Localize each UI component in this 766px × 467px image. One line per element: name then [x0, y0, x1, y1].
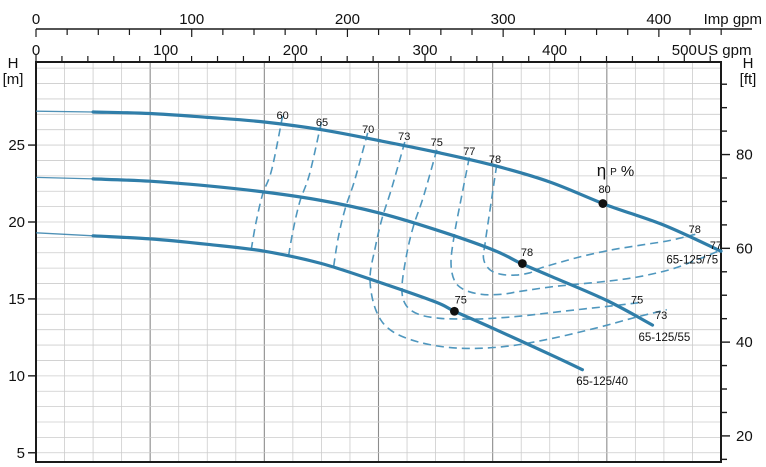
pump-curve-65-125-55: [91, 177, 655, 327]
efficiency-label-78: 78: [521, 247, 533, 259]
imp-gpm-tick-label: 400: [646, 11, 671, 28]
imp-gpm-unit-label: Imp gpm: [704, 11, 762, 28]
bep-dot-80: [598, 199, 608, 208]
h-ft-tick-label: 20: [736, 428, 753, 445]
imp-gpm-tick-label: 300: [491, 11, 516, 28]
imp-gpm-tick-label: 200: [335, 11, 360, 28]
h-ft-tick-label: 40: [736, 334, 753, 351]
efficiency-label-65: 65: [316, 117, 328, 129]
efficiency-label-73: 73: [655, 310, 667, 322]
bep-dot-75: [450, 306, 459, 316]
h-m-tick-label: 15: [8, 291, 25, 308]
pump-curve-65-125-75: [91, 110, 723, 253]
pump-curve-thin-65-125-75: [35, 110, 94, 113]
efficiency-label-77: 77: [710, 240, 722, 252]
h-m-tick-label: 25: [8, 137, 25, 154]
h-m-tick-label: 10: [8, 368, 25, 385]
us-gpm-tick-label: 500: [672, 42, 697, 59]
efficiency-label-70: 70: [362, 124, 374, 136]
us-gpm-tick-label: 100: [153, 42, 178, 59]
efficiency-contour-75: [401, 149, 639, 320]
efficiency-label-77: 77: [463, 146, 475, 158]
efficiency-contour-60: [250, 115, 284, 250]
imp-gpm-tick-label: 100: [179, 11, 204, 28]
efficiency-contour-77: [450, 157, 719, 296]
pump-curve-65-125-40: [91, 234, 584, 372]
curve-name-label: 65-125/75: [666, 255, 718, 267]
imp-gpm-tick-label: 0: [32, 11, 40, 28]
efficiency-contour-78: [482, 164, 696, 276]
efficiency-label-78: 78: [689, 224, 701, 236]
efficiency-legend: η P%: [597, 161, 634, 180]
pump-curve-thin-65-125-55: [35, 176, 94, 180]
efficiency-label-75: 75: [631, 295, 643, 307]
h-ft-tick-label: 60: [736, 240, 753, 257]
h-m-tick-label: 5: [17, 445, 25, 462]
us-gpm-tick-label: 300: [412, 42, 437, 59]
curve-name-label: 65-125/55: [638, 332, 690, 344]
efficiency-label-60: 60: [276, 110, 288, 122]
us-gpm-tick-label: 400: [542, 42, 567, 59]
efficiency-label-73: 73: [398, 131, 410, 143]
efficiency-contour-73: [369, 141, 667, 350]
h-m-axis-letter: H: [8, 55, 19, 72]
efficiency-label-75: 75: [455, 295, 467, 307]
pump-curve-thin-65-125-40: [35, 232, 94, 237]
efficiency-contour-70: [332, 132, 369, 269]
efficiency-label-78: 78: [489, 154, 501, 166]
efficiency-label-80: 80: [598, 184, 610, 196]
efficiency-contour-65: [287, 121, 323, 258]
bep-dot-78: [517, 259, 527, 268]
h-ft-axis-letter: H: [743, 55, 754, 72]
h-ft-unit-label: [ft]: [740, 71, 757, 88]
h-m-tick-label: 20: [8, 214, 25, 231]
us-gpm-tick-label: 0: [32, 42, 40, 59]
us-gpm-tick-label: 200: [283, 42, 308, 59]
h-m-unit-label: [m]: [3, 71, 24, 88]
efficiency-label-75: 75: [431, 137, 443, 149]
us-gpm-unit-label: US gpm: [697, 42, 751, 59]
h-ft-tick-label: 80: [736, 147, 753, 164]
plot-border: [35, 61, 722, 463]
curve-name-label: 65-125/40: [576, 376, 628, 388]
